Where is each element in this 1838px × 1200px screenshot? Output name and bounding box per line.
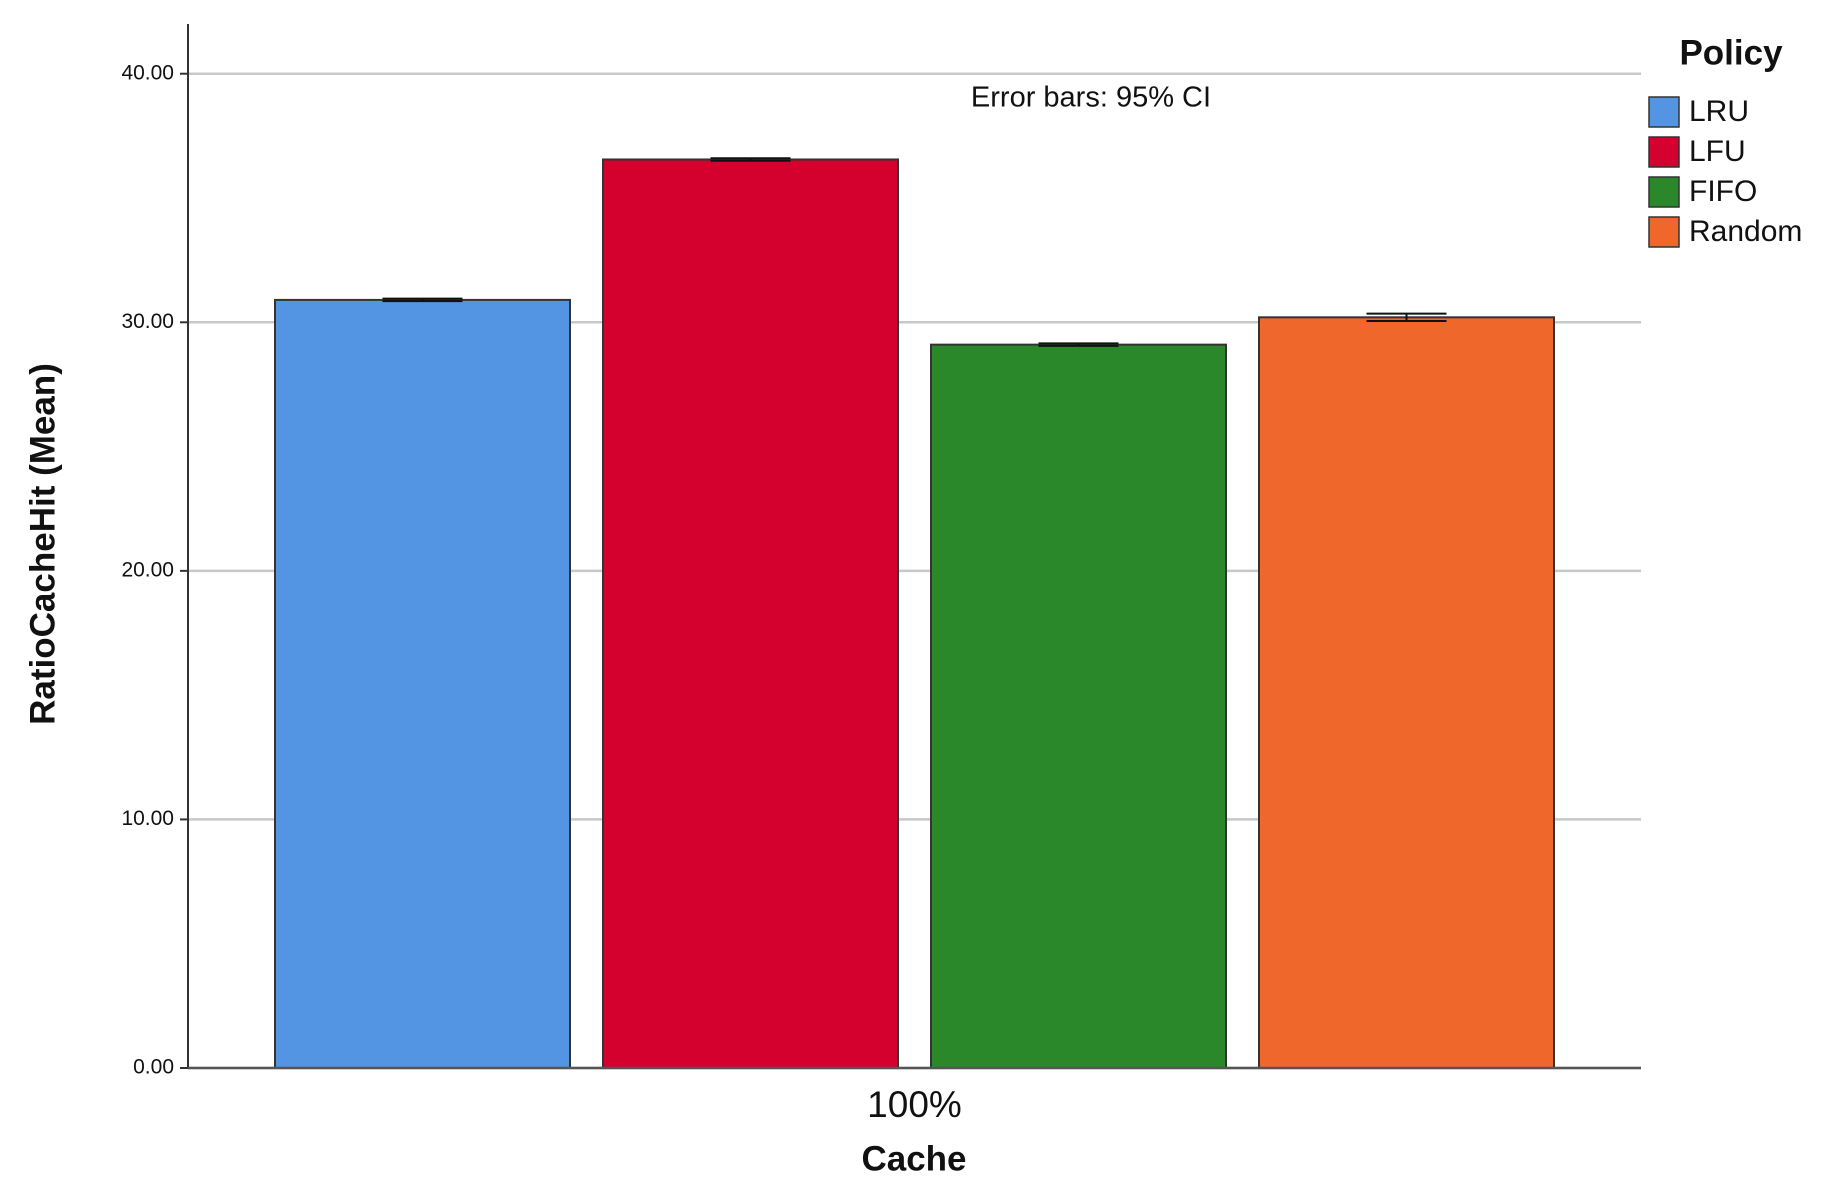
bar [1258, 316, 1555, 1070]
x-axis-title: Cache [861, 1139, 966, 1178]
legend-label: Random [1689, 215, 1802, 248]
y-tick-label: 30.00 [121, 310, 174, 333]
y-tick-label: 0.00 [133, 1056, 174, 1079]
y-tick-label: 10.00 [121, 807, 174, 830]
y-tick-label: 20.00 [121, 558, 174, 581]
y-axis-title: RatioCacheHit (Mean) [23, 363, 62, 725]
legend-swatch [1648, 136, 1680, 168]
bar [602, 158, 899, 1069]
legend-swatch [1648, 216, 1680, 248]
legend-swatch [1648, 96, 1680, 128]
bar [930, 343, 1227, 1069]
annotation: Error bars: 95% CI [971, 82, 1211, 114]
y-tick-label: 40.00 [121, 61, 174, 84]
bar [274, 298, 571, 1069]
x-tick-label: 100% [867, 1084, 962, 1125]
legend-title: Policy [1679, 33, 1783, 72]
legend-label: LFU [1689, 135, 1746, 168]
legend-swatch [1648, 176, 1680, 208]
legend-label: FIFO [1689, 175, 1757, 208]
legend-label: LRU [1689, 95, 1749, 128]
